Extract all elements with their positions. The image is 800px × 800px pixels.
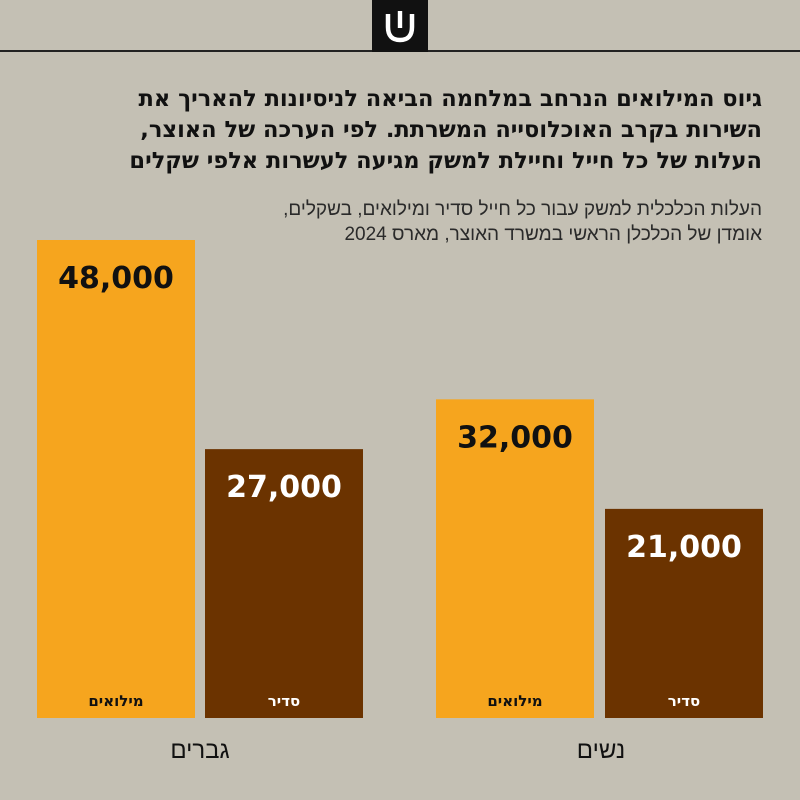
subtitle-line: אומדן של הכלכלן הראשי במשרד האוצר, מארס … [344,224,762,245]
bar-value-label: 32,000 [457,420,573,455]
bar-value-label: 27,000 [226,470,342,505]
bar-reserve-1 [436,399,594,718]
bar-regular-1 [605,508,763,718]
headline-line: השירות בקרב האוכלוסייה המשרתת. לפי הערכה… [140,117,762,143]
bar-value-label: 48,000 [58,261,174,296]
chart-subtitle: העלות הכלכלית למשק עבור כל חייל סדיר ומי… [62,197,762,247]
headline: גיוס המילואים הנרחב במלחמה הביאה לניסיונ… [32,84,762,177]
bar-series-label: סדיר [268,692,300,710]
category-label: נשים [577,737,625,764]
bar-value-label: 21,000 [626,530,742,565]
headline-line: גיוס המילואים הנרחב במלחמה הביאה לניסיונ… [138,86,762,112]
bar-reserve-0 [37,240,195,718]
bar-series-label: סדיר [668,692,700,710]
shin-letter-icon [372,0,428,52]
headline-line: העלות של כל חייל וחיילת למשק מגיעה לעשרו… [129,148,762,174]
subtitle-line: העלות הכלכלית למשק עבור כל חייל סדיר ומי… [283,199,762,220]
category-label: גברים [170,737,229,764]
bar-series-label: מילואים [88,692,143,710]
bar-regular-0 [205,449,363,718]
bar-series-label: מילואים [487,692,542,710]
